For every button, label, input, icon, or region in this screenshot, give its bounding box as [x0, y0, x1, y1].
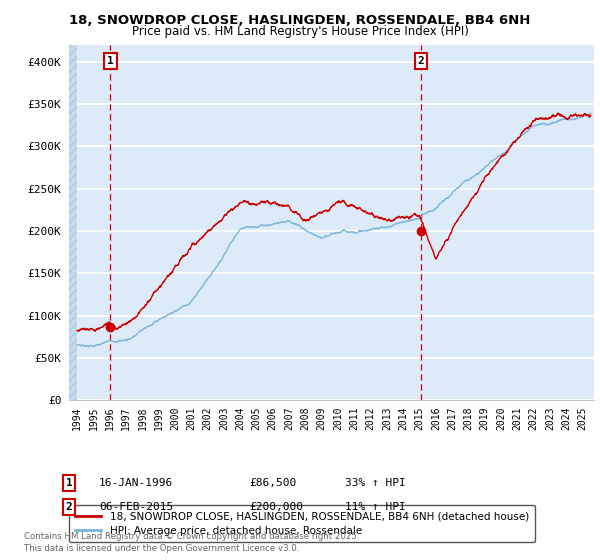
Text: £200,000: £200,000	[249, 502, 303, 512]
Text: 18, SNOWDROP CLOSE, HASLINGDEN, ROSSENDALE, BB4 6NH: 18, SNOWDROP CLOSE, HASLINGDEN, ROSSENDA…	[70, 14, 530, 27]
Text: 06-FEB-2015: 06-FEB-2015	[99, 502, 173, 512]
Text: 1: 1	[107, 56, 114, 66]
Text: £86,500: £86,500	[249, 478, 296, 488]
Legend: 18, SNOWDROP CLOSE, HASLINGDEN, ROSSENDALE, BB4 6NH (detached house), HPI: Avera: 18, SNOWDROP CLOSE, HASLINGDEN, ROSSENDA…	[69, 505, 535, 542]
Text: 1: 1	[65, 478, 73, 488]
Text: 2: 2	[65, 502, 73, 512]
Text: 2: 2	[418, 56, 424, 66]
Text: 11% ↑ HPI: 11% ↑ HPI	[345, 502, 406, 512]
Text: 33% ↑ HPI: 33% ↑ HPI	[345, 478, 406, 488]
Text: Contains HM Land Registry data © Crown copyright and database right 2025.
This d: Contains HM Land Registry data © Crown c…	[24, 533, 359, 553]
Text: 16-JAN-1996: 16-JAN-1996	[99, 478, 173, 488]
Text: Price paid vs. HM Land Registry's House Price Index (HPI): Price paid vs. HM Land Registry's House …	[131, 25, 469, 38]
